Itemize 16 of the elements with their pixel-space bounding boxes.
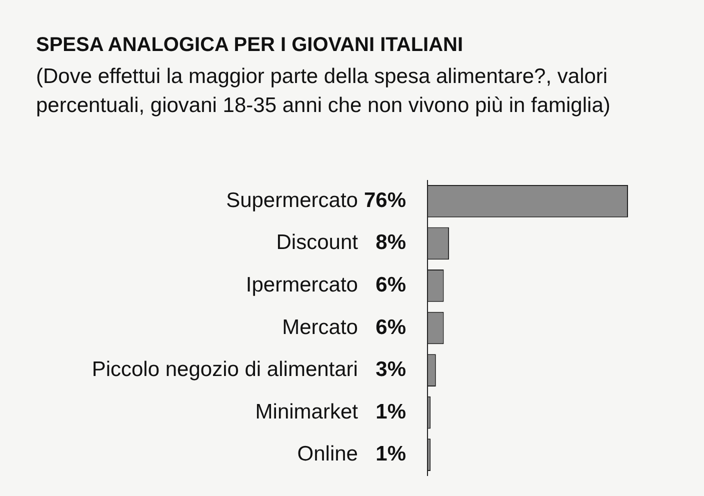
y-tick-label: Ipermercato [246,274,358,297]
data-label: 8% [376,231,406,254]
chart-subtitle: (Dove effettui la maggior parte della spesa alimentare?, valori percentuali, giovani 18-35 anni che non vivono più in famiglia) [36,64,612,119]
data-label: 1% [376,400,406,424]
data-label: 1% [376,442,406,466]
y-tick-label: Supermercato [226,188,358,212]
y-tick-label: Mercato [282,316,358,339]
text: SPESA ANALOGICA PER I GIOVANI ITALIANI [36,34,464,57]
data-label: 3% [376,358,406,382]
data-label: 6% [376,316,406,339]
y-tick-label: Piccolo negozio di alimentari [92,358,358,382]
y-tick-label: Discount [276,231,358,254]
data-label: 6% [376,274,406,297]
data-label: 76% [364,188,406,212]
y-tick-label: Online [297,442,358,466]
y-tick-label: Minimarket [255,400,358,424]
